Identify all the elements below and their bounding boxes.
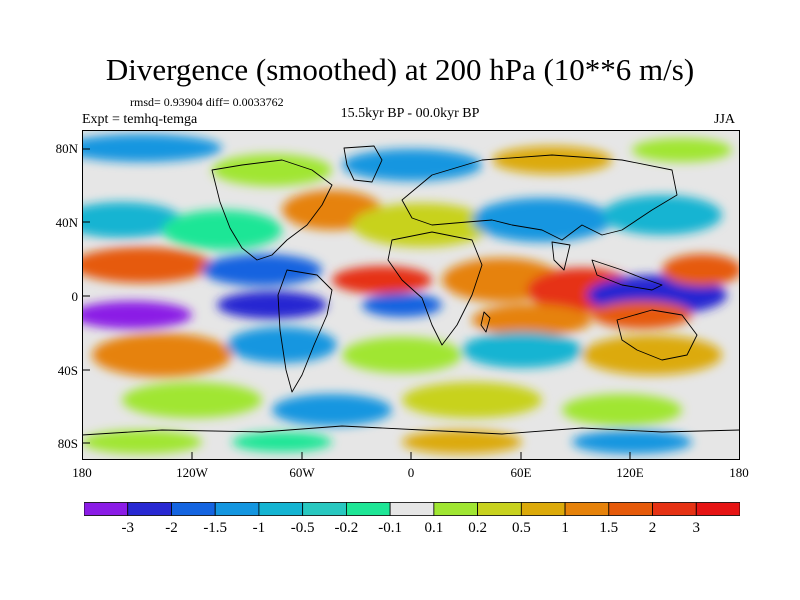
lat-label-40s: 40S	[57, 363, 78, 378]
experiment-label: Expt = temhq-temga	[82, 112, 198, 127]
colorbar-box	[652, 502, 697, 516]
season-label: JJA	[714, 112, 736, 127]
colorbar-label: 1	[561, 520, 569, 536]
lon-label-180e: 180	[729, 465, 749, 480]
colorbar-label: -3	[121, 520, 134, 536]
colorbar-box	[520, 502, 566, 516]
divergence-field	[82, 130, 740, 460]
lon-label-60w: 60W	[289, 465, 315, 480]
colorbar-label: 0.1	[424, 520, 444, 536]
period-label: 15.5kyr BP - 00.0kyr BP	[340, 106, 480, 121]
map-ticks	[82, 148, 631, 460]
colorbar-box	[477, 502, 522, 516]
lat-label-80n: 80N	[55, 141, 78, 156]
lon-label-180w: 180	[72, 465, 92, 480]
rmsd-stats: rmsd= 0.93904 diff= 0.0033762	[130, 95, 284, 109]
lat-label-equator: 0	[71, 289, 79, 304]
colorbar-box	[433, 502, 478, 516]
colorbar-box	[695, 502, 740, 516]
colorbar-label: 1.5	[599, 520, 619, 536]
colorbar-box	[127, 502, 172, 516]
lat-label-80s: 80S	[57, 436, 78, 451]
lon-label-60e: 60E	[510, 465, 532, 480]
colorbar-box	[389, 502, 435, 516]
lon-label-120w: 120W	[176, 465, 208, 480]
colorbar-box	[564, 502, 610, 516]
colorbar-label: -2	[165, 520, 178, 536]
colorbar-label: -0.1	[378, 520, 402, 536]
lon-label-120e: 120E	[616, 465, 644, 480]
colorbar-label: 0.5	[511, 520, 531, 536]
colorbar	[84, 502, 740, 516]
colorbar-label: -1	[252, 520, 266, 536]
colorbar-box	[345, 502, 391, 516]
divergence-map	[82, 130, 740, 460]
colorbar-label: -0.2	[334, 520, 359, 536]
colorbar-box	[258, 502, 304, 516]
colorbar-box	[608, 502, 653, 516]
colorbar-box	[171, 502, 216, 516]
colorbar-label: 2	[648, 520, 657, 536]
lon-label-0: 0	[407, 465, 415, 480]
colorbar-box	[302, 502, 347, 516]
colorbar-label: 3	[692, 520, 701, 536]
colorbar-label: -1.5	[203, 520, 228, 536]
colorbar-box	[84, 502, 129, 516]
coastlines	[82, 145, 740, 436]
colorbar-label: -0.5	[290, 520, 315, 536]
map-title: Divergence (smoothed) at 200 hPa (10**6 …	[105, 52, 695, 87]
colorbar-label: 0.2	[468, 520, 487, 536]
lat-label-40n: 40N	[55, 215, 78, 230]
colorbar-box	[214, 502, 260, 516]
